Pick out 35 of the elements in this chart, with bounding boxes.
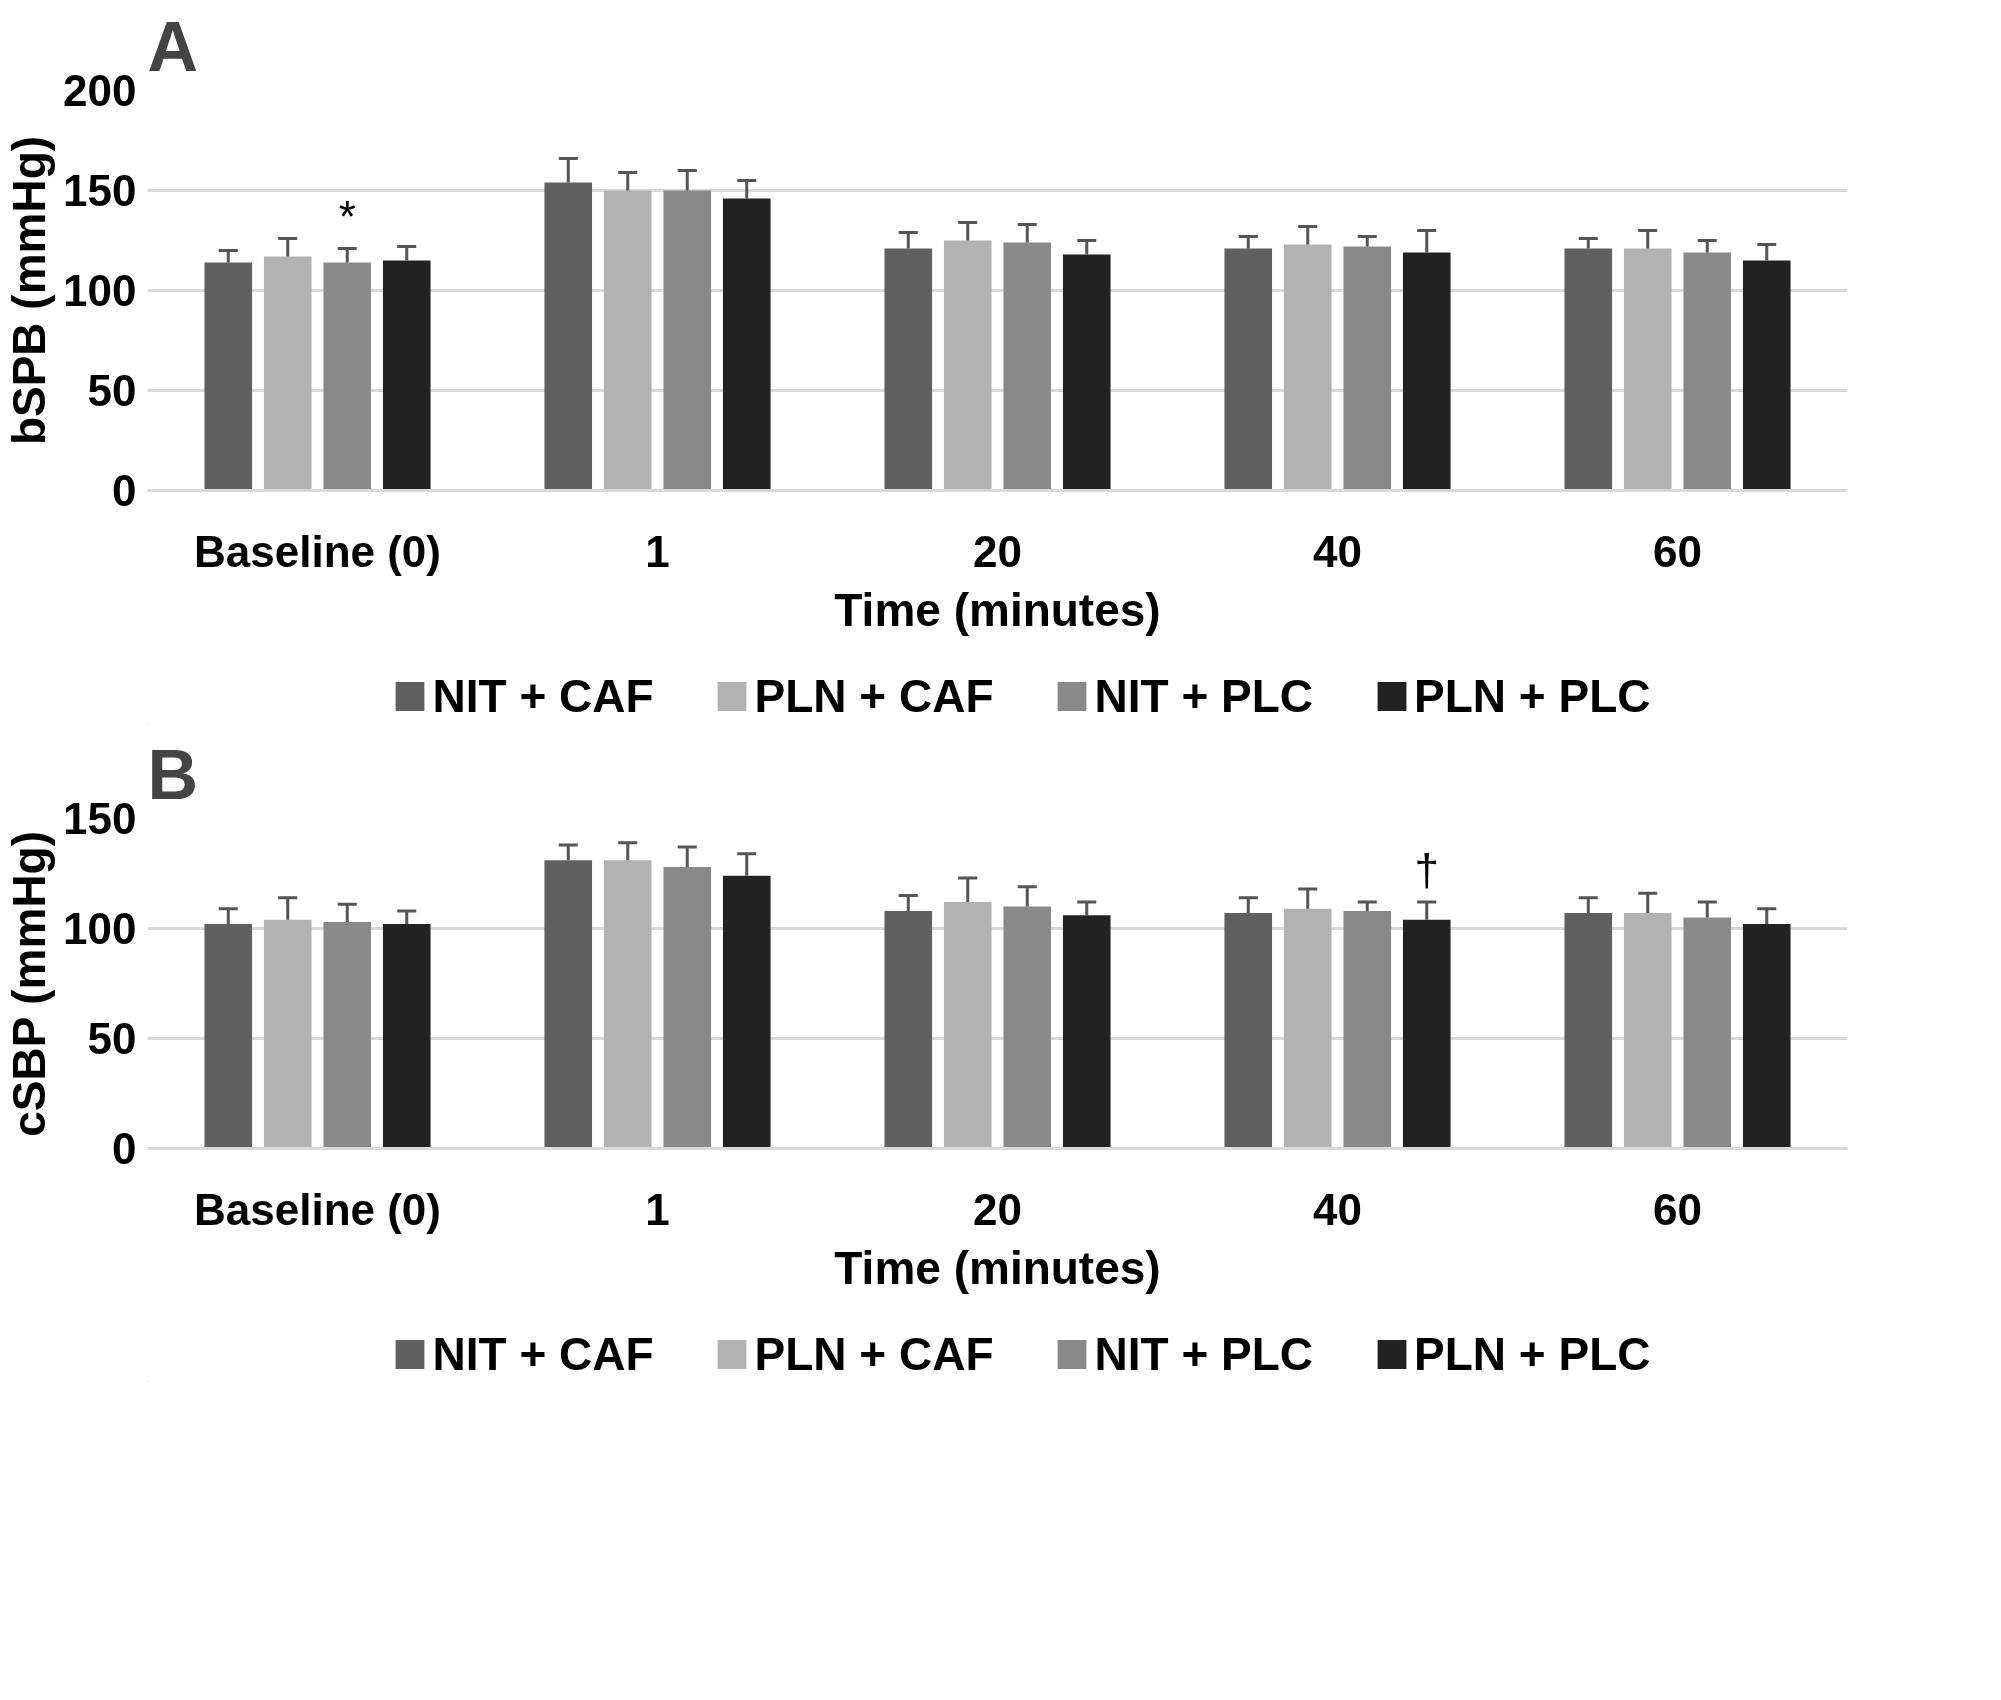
annotation: * — [338, 191, 356, 241]
x-tick-label: Baseline (0) — [194, 526, 441, 576]
y-tick-label: 50 — [87, 366, 137, 415]
x-tick-label: 40 — [1313, 1184, 1362, 1234]
legend-label: PLN + CAF — [754, 669, 994, 723]
y-tick-label: 150 — [63, 794, 137, 843]
x-tick-label: Baseline (0) — [194, 1184, 441, 1234]
y-axis-title: cSBP (mmHg) — [3, 830, 56, 1137]
legend-label: NIT + PLC — [1094, 669, 1314, 723]
chart-title: B — [147, 735, 199, 814]
x-tick-label: 40 — [1313, 526, 1362, 576]
x-tick-label: 1 — [645, 1184, 670, 1234]
legend-label: NIT + CAF — [432, 1327, 654, 1381]
x-axis-title: Time (minutes) — [834, 1241, 1161, 1294]
y-tick-label: 150 — [63, 166, 137, 215]
legend-label: PLN + CAF — [754, 1327, 994, 1381]
y-tick-label: 100 — [63, 904, 137, 953]
x-tick-label: 1 — [645, 526, 670, 576]
y-tick-label: 50 — [87, 1014, 137, 1063]
annotation: † — [1414, 845, 1439, 895]
y-tick-label: 100 — [63, 266, 137, 315]
legend-label: PLN + PLC — [1414, 669, 1651, 723]
x-tick-label: 60 — [1653, 526, 1702, 576]
y-tick-label: 0 — [112, 1124, 137, 1173]
x-tick-label: 20 — [973, 526, 1022, 576]
x-tick-label: 20 — [973, 1184, 1022, 1234]
legend-label: NIT + CAF — [432, 669, 654, 723]
y-tick-label: 200 — [63, 66, 137, 115]
x-axis-title: Time (minutes) — [834, 583, 1161, 636]
y-tick-label: 0 — [112, 466, 137, 515]
x-tick-label: 60 — [1653, 1184, 1702, 1234]
chart-title: A — [147, 7, 199, 86]
y-axis-title: bSPB (mmHg) — [3, 135, 56, 446]
legend-label: NIT + PLC — [1094, 1327, 1314, 1381]
legend-label: PLN + PLC — [1414, 1327, 1651, 1381]
